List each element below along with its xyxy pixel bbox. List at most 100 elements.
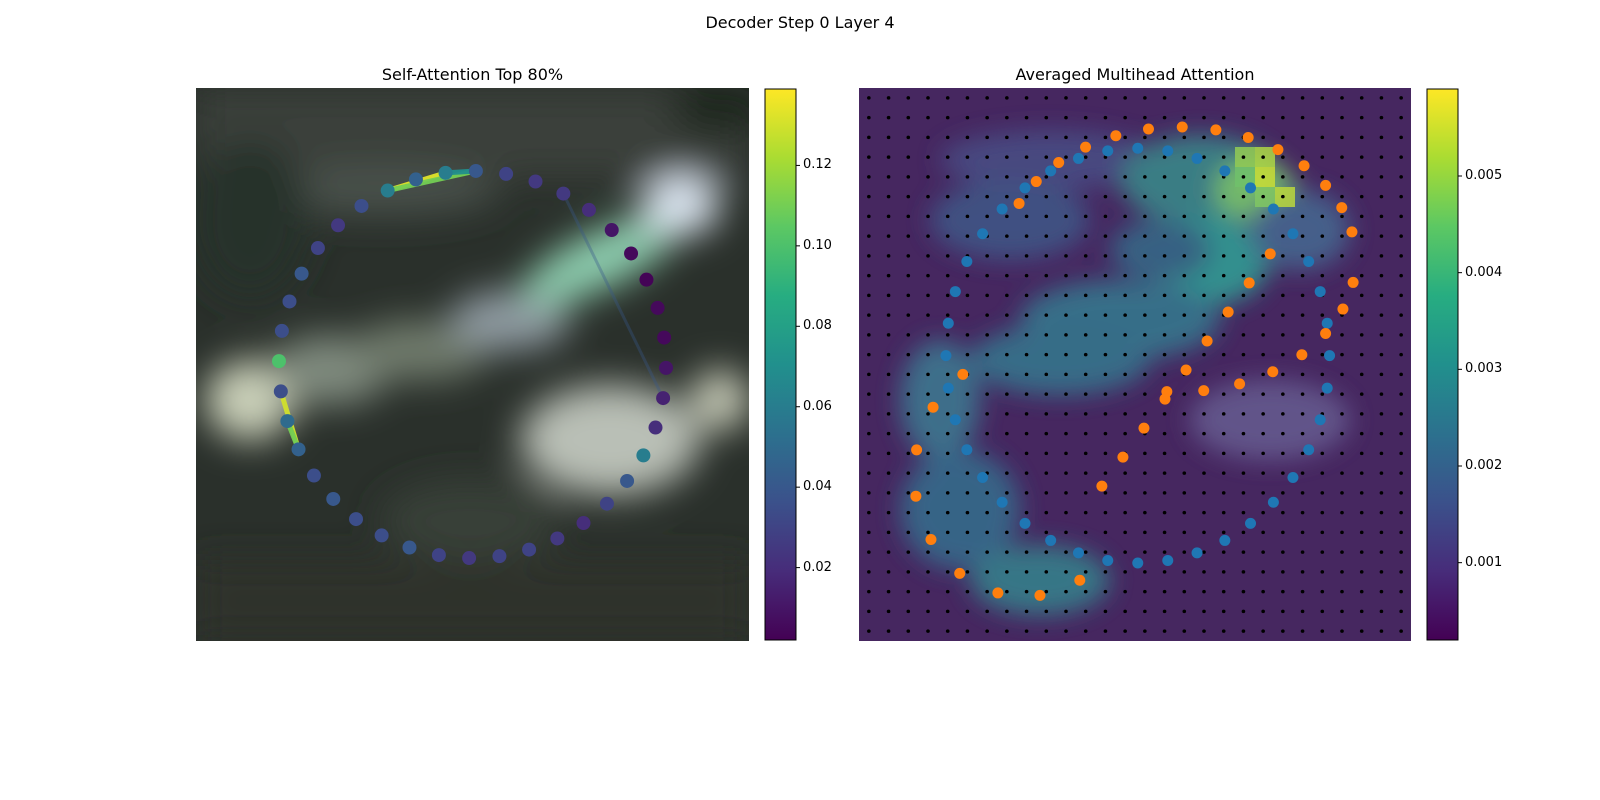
ring-point — [468, 163, 483, 178]
orange-point — [1201, 335, 1213, 347]
grid-dot — [1241, 313, 1246, 317]
grid-dot — [945, 155, 950, 159]
grid-dot — [1241, 491, 1246, 495]
grid-dot — [1281, 530, 1285, 535]
blue-point — [1287, 472, 1299, 484]
grid-dot — [1064, 293, 1068, 298]
grid-dot — [1221, 589, 1226, 594]
right-panel-title: Averaged Multihead Attention — [1015, 65, 1255, 84]
grid-dot — [1005, 491, 1009, 495]
orange-point — [1198, 385, 1210, 397]
grid-dot — [1379, 412, 1384, 416]
grid-dot — [1143, 333, 1147, 337]
grid-dot — [1143, 491, 1147, 495]
ring-point — [656, 391, 671, 406]
grid-dot — [945, 333, 950, 337]
grid-dot — [1281, 194, 1285, 199]
ring-point — [374, 528, 389, 543]
blue-point — [1072, 547, 1084, 559]
orange-point — [1176, 121, 1188, 133]
grid-dot — [1202, 570, 1206, 574]
grid-dot — [1281, 392, 1285, 396]
ring-point — [354, 198, 369, 213]
grid-dot — [1241, 392, 1246, 396]
grid-dot — [1044, 412, 1049, 416]
grid-dot — [1320, 254, 1325, 258]
grid-dot — [1320, 629, 1325, 633]
grid-dot — [1399, 491, 1403, 495]
grid-dot — [1261, 609, 1265, 614]
grid-dot — [1221, 570, 1226, 574]
grid-dot — [1123, 234, 1127, 238]
grid-dot — [1399, 471, 1403, 475]
grid-dot — [1123, 412, 1127, 416]
grid-dot — [926, 214, 930, 219]
grid-dot — [1162, 412, 1167, 416]
grid-dot — [1044, 629, 1049, 633]
grid-dot — [985, 214, 989, 219]
grid-dot — [1123, 293, 1127, 298]
grid-dot — [1340, 135, 1344, 140]
grid-dot — [1340, 451, 1344, 456]
grid-dot — [1083, 550, 1088, 554]
grid-dot — [1103, 352, 1108, 357]
grid-dot — [1103, 530, 1108, 535]
blue-point — [1219, 165, 1231, 177]
grid-dot — [886, 510, 891, 515]
grid-dot — [1123, 392, 1127, 396]
grid-dot — [985, 510, 989, 515]
grid-dot — [1202, 214, 1206, 219]
grid-dot — [1044, 530, 1049, 535]
grid-dot — [1044, 135, 1049, 140]
orange-point — [1264, 248, 1276, 260]
grid-dot — [1162, 471, 1167, 475]
grid-dot — [1064, 333, 1068, 337]
grid-dot — [1123, 491, 1127, 495]
ring-point — [576, 516, 591, 531]
grid-dot — [906, 491, 911, 495]
grid-dot — [1143, 629, 1147, 633]
grid-dot — [1399, 550, 1403, 554]
grid-dot — [1261, 214, 1265, 219]
grid-dot — [1005, 273, 1009, 278]
grid-dot — [1261, 254, 1265, 258]
grid-dot — [886, 115, 891, 120]
orange-point — [1096, 480, 1108, 492]
grid-dot — [1359, 392, 1364, 396]
grid-dot — [1359, 214, 1364, 219]
blue-point — [942, 382, 954, 394]
grid-dot — [1024, 135, 1029, 140]
grid-dot — [926, 333, 930, 337]
grid-dot — [867, 471, 871, 475]
grid-dot — [1379, 214, 1384, 219]
grid-dot — [945, 194, 950, 199]
orange-point — [1336, 202, 1348, 214]
grid-dot — [1399, 155, 1403, 159]
grid-dot — [926, 234, 930, 238]
grid-dot — [886, 273, 891, 278]
orange-point — [1180, 364, 1192, 376]
grid-dot — [1103, 135, 1108, 140]
grid-dot — [1399, 510, 1403, 515]
grid-dot — [965, 431, 970, 436]
grid-dot — [1143, 392, 1147, 396]
grid-dot — [1024, 293, 1029, 298]
grid-dot — [1103, 392, 1108, 396]
grid-dot — [1182, 352, 1187, 357]
grid-dot — [886, 629, 891, 633]
grid-dot — [1221, 214, 1226, 219]
grid-dot — [1044, 570, 1049, 574]
grid-dot — [1064, 451, 1068, 456]
grid-dot — [945, 96, 950, 100]
grid-dot — [1399, 609, 1403, 614]
grid-dot — [926, 471, 930, 475]
grid-dot — [1044, 293, 1049, 298]
grid-dot — [1202, 254, 1206, 258]
grid-dot — [1241, 471, 1246, 475]
grid-dot — [1241, 372, 1246, 377]
grid-dot — [1123, 313, 1127, 317]
grid-dot — [1162, 234, 1167, 238]
grid-dot — [1399, 96, 1403, 100]
grid-dot — [1083, 155, 1088, 159]
grid-dot — [1320, 313, 1325, 317]
